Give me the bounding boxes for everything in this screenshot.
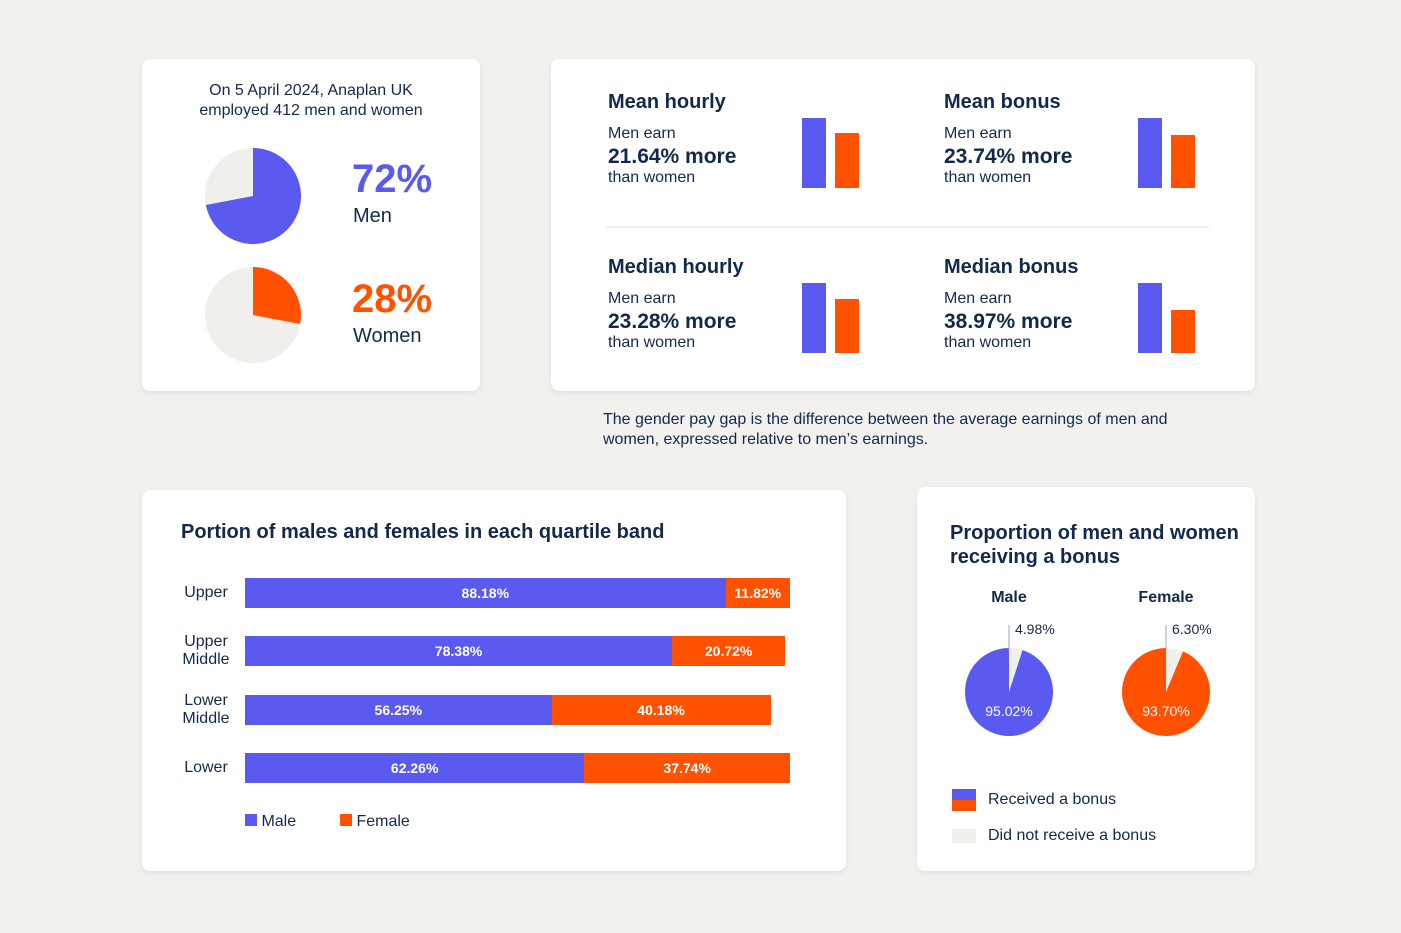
bonus-card: Proportion of men and women receiving a … [917,487,1255,871]
received-slice [965,648,1053,736]
women-bar [1171,310,1195,353]
pay-gap-definition: The gender pay gap is the difference bet… [603,411,1168,448]
female-bar: 40.18% [551,695,771,725]
gap-value: 21.64% more [608,145,737,168]
gap-title: Mean hourly [608,91,726,113]
male-bar: 88.18% [245,578,726,608]
women-label: Women [353,325,422,347]
received-slice [1122,648,1210,736]
bonus-pie-title: Female [1138,589,1194,606]
gap-tail: than women [608,169,696,186]
gap-value: 23.28% more [608,310,737,333]
legend-not-received: Did not receive a bonus [952,827,1156,845]
men-bar [802,283,826,353]
female-bar: 11.82% [725,578,790,608]
male-bar: 56.25% [245,695,552,725]
bonus-pie-title: Male [991,589,1027,606]
quartile-label: Upper [184,584,228,601]
women-pie [205,267,301,363]
male-bar: 62.26% [245,753,585,783]
men-bar [1138,118,1162,188]
bonus-pie [1122,625,1210,736]
gap-value: 23.74% more [944,145,1073,168]
headcount-intro: On 5 April 2024, Anaplan UK employed 412… [199,82,423,119]
quartile-title: Portion of males and females in each qua… [181,521,665,543]
received-label: 95.02% [985,703,1033,719]
gap-tail: than women [608,334,696,351]
men-bar [802,118,826,188]
gap-title: Median hourly [608,256,744,278]
headcount-card: On 5 April 2024, Anaplan UK employed 412… [142,59,480,391]
gap-lead: Men earn [944,290,1012,307]
gap-lead: Men earn [608,290,676,307]
male-bar: 78.38% [245,636,673,666]
gap-title: Mean bonus [944,91,1061,113]
women-slice [253,267,301,324]
gap-title: Median bonus [944,256,1079,278]
gap-tail: than women [944,169,1032,186]
female-bar: 20.72% [672,636,786,666]
quartile-label: Lower [184,759,228,776]
women-pct: 28% [352,277,433,321]
legend-male: Male [245,813,296,831]
gap-lead: Men earn [944,125,1012,142]
legend-received: Received a bonus [952,789,1116,811]
gap-lead: Men earn [608,125,676,142]
women-bar [1171,134,1195,188]
quartile-label: Lower Middle [182,692,230,727]
men-bar [1138,283,1162,353]
female-bar: 37.74% [584,753,790,783]
legend-female: Female [340,813,410,831]
not-received-label: 4.98% [1015,621,1055,637]
quartile-label: Upper Middle [182,633,230,668]
bonus-pie [965,625,1053,736]
divider [606,226,1209,228]
men-label: Men [353,205,392,227]
women-bar [835,299,859,353]
gap-tail: than women [944,334,1032,351]
gap-value: 38.97% more [944,310,1073,333]
bonus-title: Proportion of men and women receiving a … [950,522,1239,568]
received-label: 93.70% [1142,703,1190,719]
men-slice [205,148,301,244]
quartile-card: Portion of males and females in each qua… [142,490,846,871]
not-received-label: 6.30% [1172,621,1212,637]
men-pct: 72% [352,157,433,201]
men-pie [205,148,301,244]
pay-gap-card: Mean hourly Men earn 21.64% more than women… [551,59,1255,391]
women-bar [835,133,859,188]
